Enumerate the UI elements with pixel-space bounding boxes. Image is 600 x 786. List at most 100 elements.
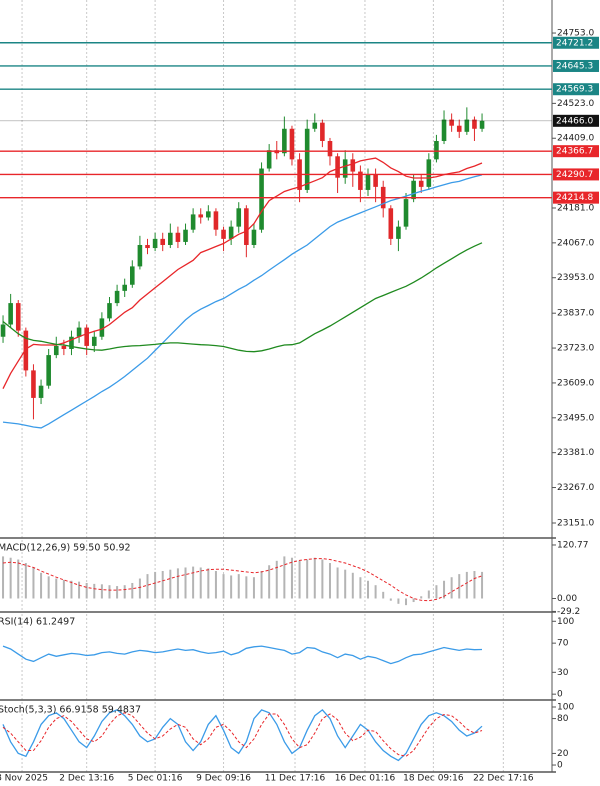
y-tick-label: 23267.0 [557,483,594,493]
candle-body [426,159,432,187]
histogram-bar [458,574,461,599]
y-tick-label: 24523.0 [557,99,594,109]
price-level-label: 24645.3 [556,61,593,71]
candle-body [388,208,394,239]
candle-body [312,122,318,129]
candle-body [175,232,181,242]
candle-body [8,303,13,325]
histogram-bar [199,567,202,599]
histogram-bar [116,586,119,599]
histogram-bar [374,585,377,599]
histogram-bar [397,598,400,604]
candle-body [358,171,363,190]
x-tick-label: 22 Dec 17:16 [473,774,534,784]
price-level-box [553,83,599,96]
price-level-label: 24466.0 [556,116,593,126]
y-tick-label: 23609.0 [557,378,594,388]
x-tick-label: 2 Dec 13:16 [59,774,114,784]
histogram-bar [108,585,111,599]
candle-body [31,370,36,398]
candle-body [342,159,348,178]
histogram-bar [2,556,5,599]
histogram-bar [344,569,347,599]
candle-body [396,226,401,239]
histogram-bar [207,568,210,599]
histogram-bar [40,572,43,599]
candle-body [403,199,409,227]
candle-body [479,120,485,129]
candle-body [190,214,196,230]
histogram-bar [298,560,301,599]
histogram-bar [214,571,217,599]
y-tick-label: 100 [557,617,574,627]
histogram-bar [9,557,12,599]
price-level-box [553,36,599,49]
panel-title: MACD(12,26,9) 59.50 50.92 [0,543,131,554]
histogram-bar [237,574,240,599]
x-tick-label: 8 Nov 2025 [0,774,48,784]
histogram-bar [268,565,271,599]
histogram-bar [412,598,415,603]
candle-body [38,385,44,398]
price-level-label: 24569.3 [556,85,593,95]
y-tick-label: 23495.0 [557,413,594,423]
candle-body [221,229,226,239]
histogram-bar [313,557,316,599]
x-tick-label: 9 Dec 09:16 [196,774,251,784]
y-tick-label: 0.00 [557,594,577,604]
histogram-bar [465,571,468,599]
histogram-bar [481,571,484,599]
candle-body [198,214,204,218]
candle-body [122,284,127,291]
candle-body [137,244,143,267]
candle-body [266,150,272,169]
indicator-line [2,242,483,353]
indicator-line [2,712,483,757]
histogram-bar [275,560,278,599]
histogram-bar [443,580,446,599]
candle-body [61,345,67,349]
histogram-bar [420,596,423,599]
histogram-bar [336,567,339,599]
candle-body [23,330,29,371]
price-level-label: 24290.7 [556,170,593,180]
candle-body [472,119,477,129]
candle-body [15,303,21,331]
histogram-bar [359,577,362,599]
histogram-bar [78,581,81,599]
candle-body [228,226,234,239]
y-tick-label: 23953.0 [557,273,594,283]
histogram-bar [131,582,134,599]
indicator-line [2,558,483,602]
histogram-bar [192,566,195,599]
candle-body [46,355,51,386]
candle-body [244,208,249,245]
candle-body [206,211,211,218]
candle-body [114,290,120,304]
y-tick-label: 24067.0 [557,238,594,248]
indicator-line [2,645,483,665]
candle-body [335,156,340,178]
y-tick-label: 20 [557,749,569,759]
histogram-bar [328,563,331,599]
histogram-bar [123,585,126,599]
candle-body [327,140,333,157]
candle-body [107,303,112,319]
histogram-bar [47,576,50,599]
histogram-bar [283,556,286,599]
histogram-bar [17,559,20,599]
histogram-bar [351,572,354,599]
y-tick-label: 100 [557,702,574,712]
price-level-label: 24721.2 [556,38,593,48]
histogram-bar [169,569,172,599]
y-tick-label: 24181.0 [557,203,594,213]
histogram-bar [321,559,324,599]
x-tick-label: 18 Dec 09:16 [403,774,464,784]
histogram-bar [70,580,73,599]
candle-body [449,119,454,126]
candle-body [365,174,371,190]
histogram-bar [62,579,65,599]
candle-body [129,266,135,285]
candle-body [464,119,470,132]
